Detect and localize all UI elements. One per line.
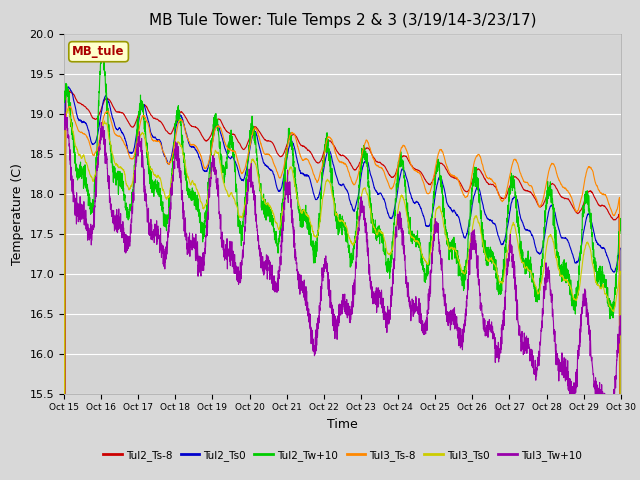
X-axis label: Time: Time [327, 418, 358, 431]
Title: MB Tule Tower: Tule Temps 2 & 3 (3/19/14-3/23/17): MB Tule Tower: Tule Temps 2 & 3 (3/19/14… [148, 13, 536, 28]
Text: MB_tule: MB_tule [72, 45, 125, 58]
Y-axis label: Temperature (C): Temperature (C) [11, 163, 24, 264]
Legend: Tul2_Ts-8, Tul2_Ts0, Tul2_Tw+10, Tul3_Ts-8, Tul3_Ts0, Tul3_Tw+10: Tul2_Ts-8, Tul2_Ts0, Tul2_Tw+10, Tul3_Ts… [99, 445, 586, 465]
